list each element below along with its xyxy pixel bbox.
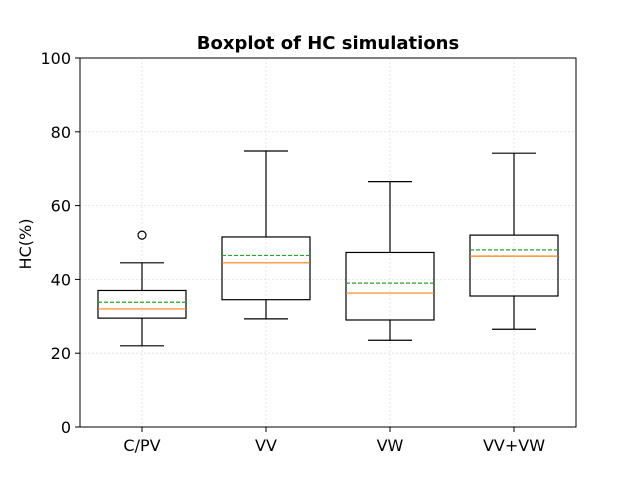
chart-title: Boxplot of HC simulations (197, 33, 459, 54)
boxes (97, 150, 559, 347)
iqr-box (221, 236, 311, 301)
y-tick-label: 20 (51, 344, 71, 363)
y-axis-label: HC(%) (16, 219, 35, 270)
box-vv (221, 150, 311, 320)
plot-frame (79, 57, 577, 428)
y-tick-label: 100 (40, 49, 71, 68)
x-tick-label: VW (377, 436, 404, 455)
x-tick-label: VV (255, 436, 277, 455)
y-tick-label: 80 (51, 123, 71, 142)
x-tick-label: C/PV (123, 436, 160, 455)
box-c-pv (97, 230, 187, 347)
iqr-box (469, 234, 559, 297)
x-tick-label: VV+VW (483, 436, 545, 455)
iqr-box (345, 251, 435, 321)
y-tick-label: 60 (51, 197, 71, 216)
iqr-box (97, 289, 187, 319)
box-vv-vw (469, 152, 559, 330)
grid (80, 57, 576, 428)
y-tick-label: 40 (51, 270, 71, 289)
ticks: 0 20 40 60 80 100 C/PV VV VW VV+VW (40, 49, 545, 455)
outlier-point (137, 230, 147, 240)
y-tick-label: 0 (61, 418, 71, 437)
box-vw (345, 181, 435, 341)
